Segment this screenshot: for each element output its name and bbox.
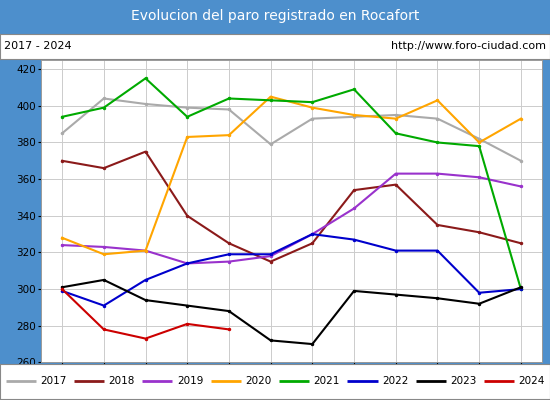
Text: 2024: 2024 — [519, 376, 545, 386]
Text: 2021: 2021 — [314, 376, 340, 386]
Text: 2018: 2018 — [108, 376, 135, 386]
Text: 2019: 2019 — [177, 376, 204, 386]
Text: 2017: 2017 — [40, 376, 67, 386]
Text: 2017 - 2024: 2017 - 2024 — [4, 41, 72, 51]
Text: 2022: 2022 — [382, 376, 408, 386]
Text: http://www.foro-ciudad.com: http://www.foro-ciudad.com — [390, 41, 546, 51]
Text: Evolucion del paro registrado en Rocafort: Evolucion del paro registrado en Rocafor… — [131, 9, 419, 23]
Text: 2020: 2020 — [245, 376, 272, 386]
Text: 2023: 2023 — [450, 376, 477, 386]
